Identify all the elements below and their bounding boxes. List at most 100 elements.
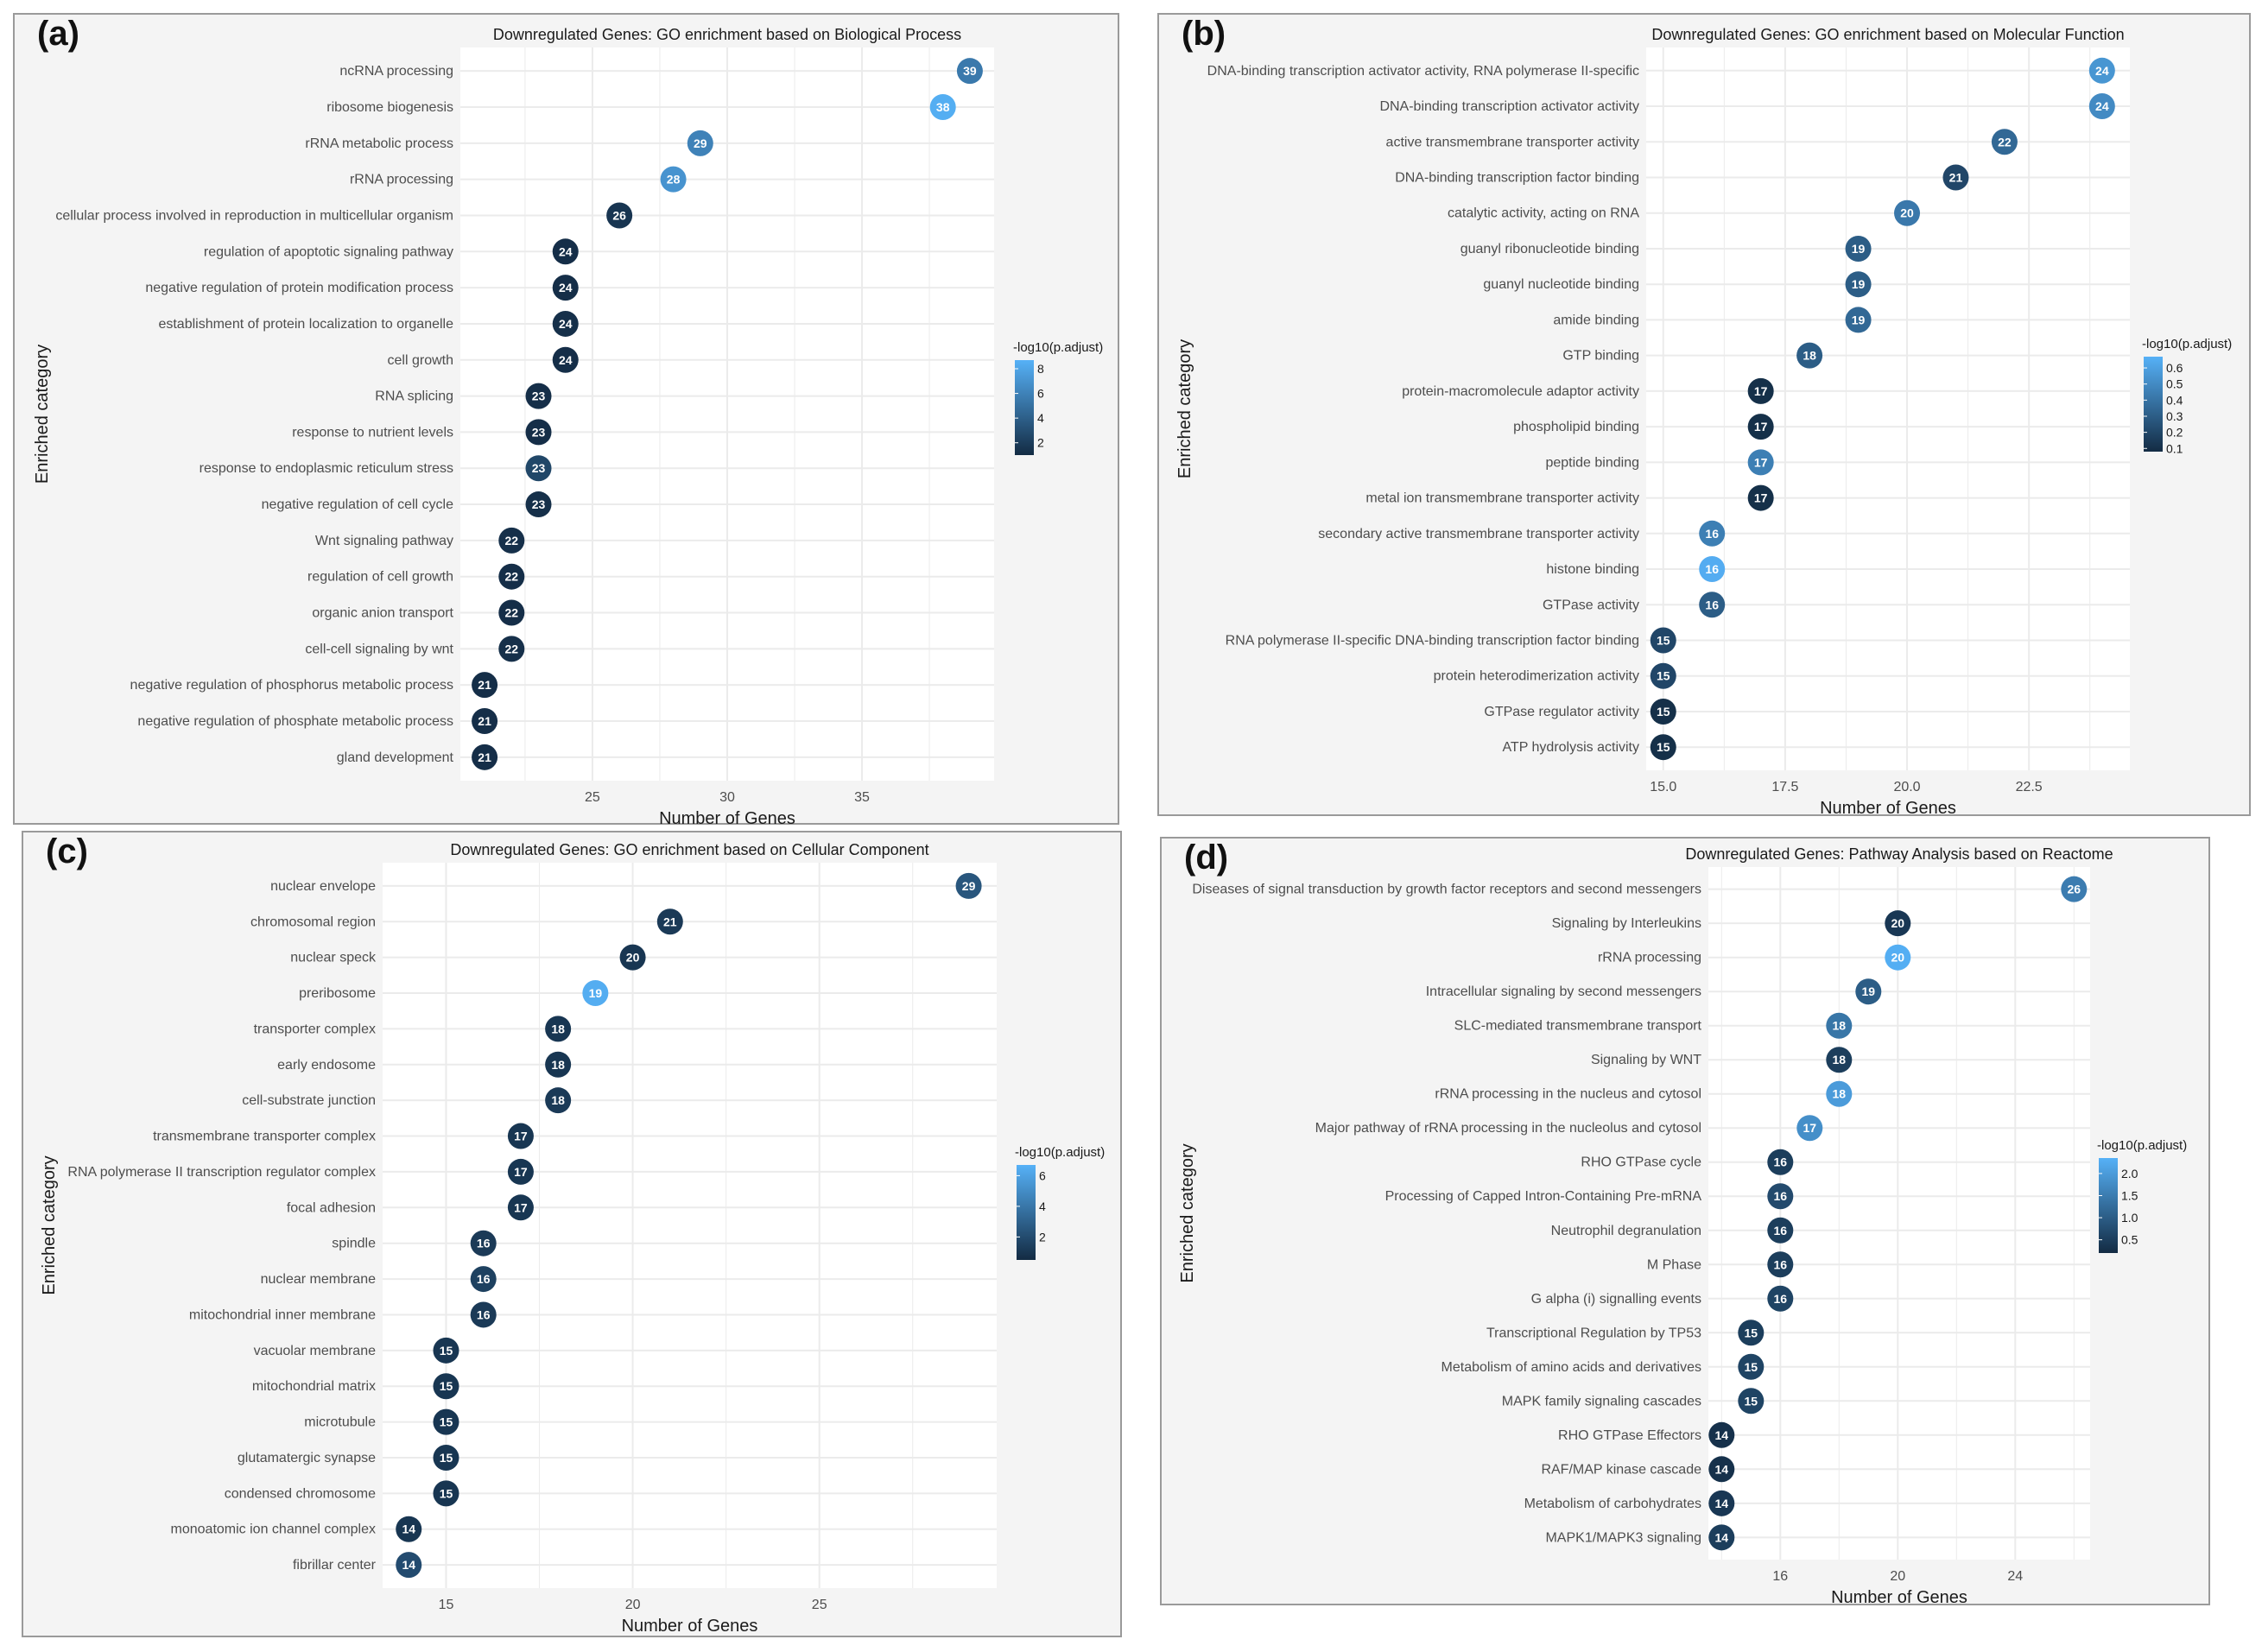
data-point <box>1708 1524 1735 1551</box>
plot-area <box>383 863 997 1588</box>
category-label: Processing of Capped Intron-Containing P… <box>1385 1189 1702 1204</box>
data-point <box>956 58 983 85</box>
category-label: guanyl ribonucleotide binding <box>1460 242 1639 256</box>
data-point <box>507 1158 534 1185</box>
data-point <box>545 1016 572 1042</box>
point-label: 21 <box>1949 170 1963 184</box>
y-axis-title: Enriched category <box>1178 1143 1197 1282</box>
panel-a-biological-process: Downregulated Genes: GO enrichment based… <box>13 13 1119 826</box>
data-point <box>1767 1285 1794 1312</box>
category-label: Metabolism of amino acids and derivative… <box>1441 1360 1701 1375</box>
chart-svg: Downregulated Genes: Pathway Analysis ba… <box>1178 845 2187 1607</box>
x-axis-title: Number of Genes <box>659 809 795 826</box>
point-label: 26 <box>612 208 626 222</box>
legend-label: 0.5 <box>2121 1233 2138 1247</box>
legend-label: 0.1 <box>2166 441 2183 455</box>
point-label: 24 <box>2095 99 2109 113</box>
point-label: 16 <box>1774 1189 1788 1203</box>
data-point <box>1885 910 1911 937</box>
category-label: mitochondrial matrix <box>252 1379 376 1394</box>
data-point <box>1991 129 2018 155</box>
data-point <box>1767 1149 1794 1175</box>
legend-label: 0.6 <box>2166 361 2183 375</box>
data-point <box>552 346 579 373</box>
legend-label: 0.2 <box>2166 426 2183 440</box>
point-label: 17 <box>1754 420 1768 434</box>
point-label: 23 <box>532 425 546 439</box>
category-label: condensed chromosome <box>225 1486 376 1501</box>
point-label: 20 <box>1891 916 1905 930</box>
legend-colorbar <box>1017 1165 1036 1260</box>
data-point <box>1826 1047 1853 1073</box>
point-label: 16 <box>477 1237 491 1250</box>
category-label: cellular process involved in reproductio… <box>55 208 453 223</box>
legend-label: 4 <box>1039 1199 1046 1213</box>
category-label: rRNA metabolic process <box>305 136 453 151</box>
data-point <box>1650 698 1676 725</box>
data-point <box>687 130 713 156</box>
category-label: MAPK1/MAPK3 signaling <box>1545 1530 1701 1545</box>
point-label: 17 <box>1803 1121 1817 1135</box>
data-point <box>1885 944 1911 971</box>
point-label: 19 <box>1852 313 1866 326</box>
category-label: rRNA processing <box>1598 951 1701 965</box>
point-label: 14 <box>402 1522 415 1536</box>
data-point <box>955 872 982 899</box>
data-point <box>1699 592 1726 618</box>
point-label: 19 <box>1862 984 1876 998</box>
chart-svg: Downregulated Genes: GO enrichment based… <box>33 26 1103 826</box>
category-label: ribosome biogenesis <box>326 100 453 115</box>
category-label: monoatomic ion channel complex <box>171 1522 376 1537</box>
data-point <box>1747 377 1774 404</box>
data-point <box>1650 662 1676 689</box>
data-point <box>433 1480 459 1507</box>
category-label: amide binding <box>1553 313 1639 327</box>
point-label: 19 <box>1852 277 1866 291</box>
category-label: DNA-binding transcription factor binding <box>1395 170 1639 185</box>
point-label: 20 <box>1900 206 1914 220</box>
point-label: 23 <box>532 389 546 403</box>
point-label: 24 <box>559 281 573 294</box>
data-point <box>1650 734 1676 761</box>
data-point <box>1708 1421 1735 1448</box>
legend-colorbar <box>2099 1158 2118 1253</box>
legend-label: 4 <box>1037 411 1044 425</box>
category-label: Neutrophil degranulation <box>1551 1224 1701 1238</box>
point-label: 18 <box>1833 1053 1847 1067</box>
x-axis-title: Number of Genes <box>1831 1588 1967 1607</box>
data-point <box>525 383 552 409</box>
chart-title: Downregulated Genes: Pathway Analysis ba… <box>1685 845 2113 863</box>
point-label: 22 <box>505 570 519 584</box>
data-point <box>507 1123 534 1149</box>
point-label: 19 <box>589 986 603 1000</box>
x-tick-label: 20 <box>1890 1569 1905 1584</box>
category-label: guanyl nucleotide binding <box>1483 277 1639 292</box>
x-axis-title: Number of Genes <box>622 1617 758 1636</box>
point-label: 15 <box>1745 1360 1758 1374</box>
data-point <box>545 1051 572 1078</box>
chart-title: Downregulated Genes: GO enrichment based… <box>450 841 928 858</box>
data-point <box>1699 556 1726 583</box>
data-point <box>1747 414 1774 440</box>
x-tick-label: 25 <box>585 790 600 805</box>
point-label: 39 <box>963 64 977 78</box>
category-label: negative regulation of phosphorus metabo… <box>130 678 453 693</box>
panel-label: (d) <box>1184 839 1229 877</box>
category-label: GTP binding <box>1562 349 1639 364</box>
point-label: 17 <box>514 1200 528 1214</box>
point-label: 16 <box>1705 562 1719 576</box>
point-label: 22 <box>1998 135 2012 149</box>
legend-label: 2 <box>1037 436 1044 450</box>
point-label: 21 <box>478 714 491 728</box>
point-label: 15 <box>1745 1326 1758 1339</box>
point-label: 28 <box>667 173 681 187</box>
data-point <box>1942 164 1969 191</box>
legend-label: 2 <box>1039 1230 1046 1244</box>
point-label: 14 <box>1715 1497 1729 1510</box>
x-axis-title: Number of Genes <box>1820 799 1956 818</box>
data-point <box>552 275 579 301</box>
panel-c-cellular-component: Downregulated Genes: GO enrichment based… <box>22 831 1122 1637</box>
data-point <box>433 1373 459 1400</box>
point-label: 15 <box>1657 669 1670 683</box>
data-point <box>1699 520 1726 547</box>
